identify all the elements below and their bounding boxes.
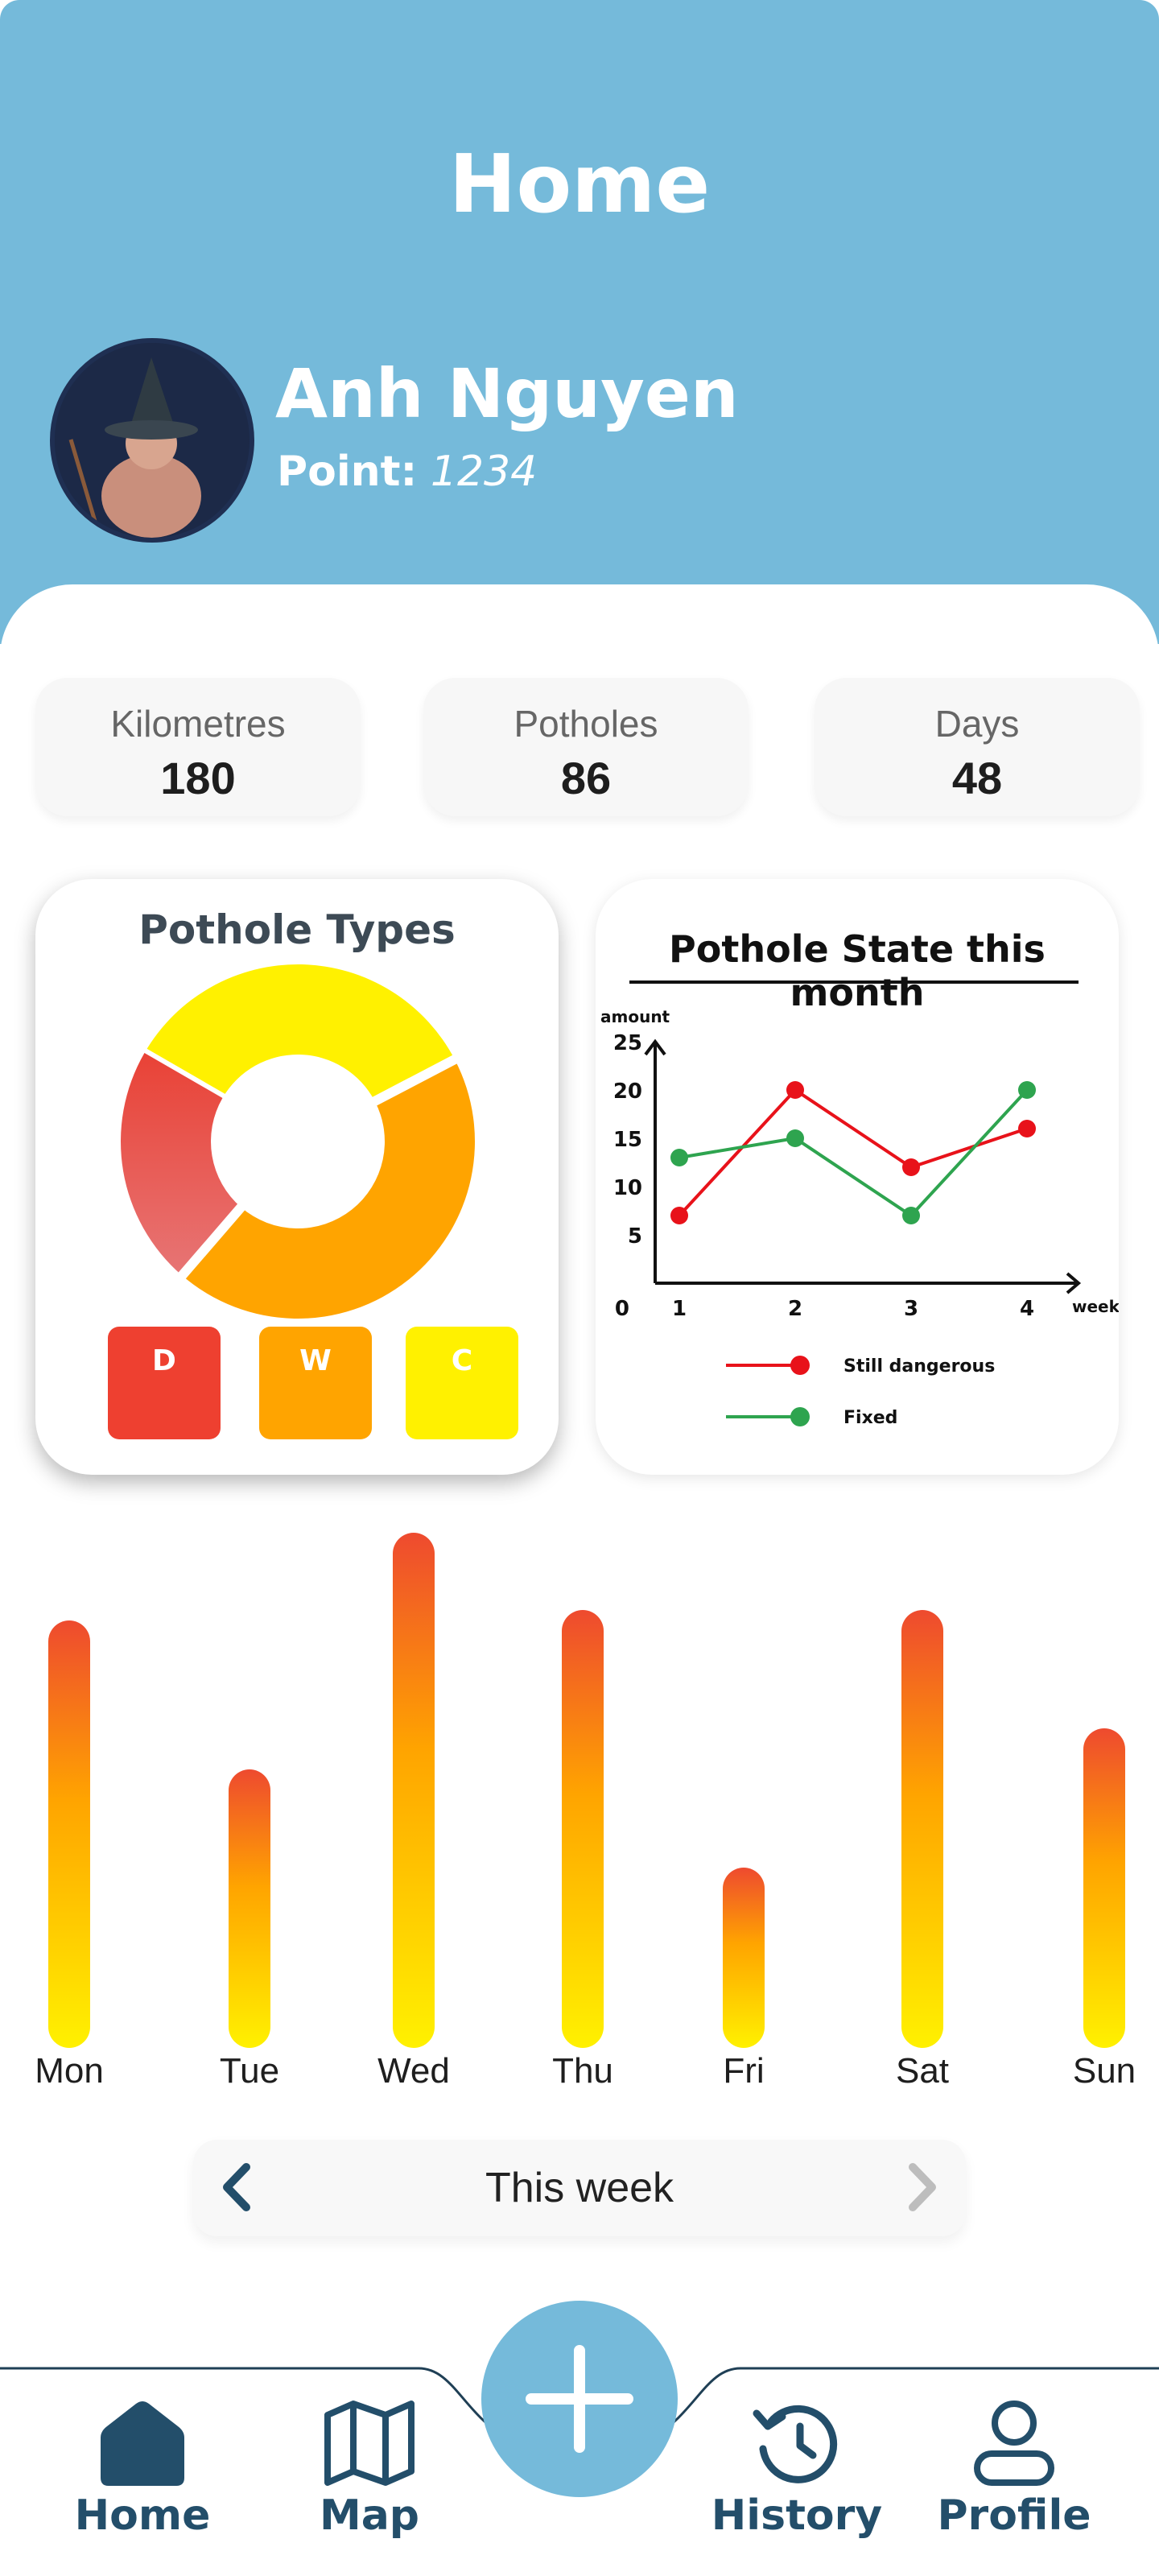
- history-icon: [753, 2405, 838, 2483]
- series-line-0: [678, 1088, 1028, 1217]
- stat-label: Kilometres: [110, 703, 286, 745]
- bar-fri[interactable]: [723, 1868, 765, 2048]
- x-axis-arrow: [1066, 1272, 1082, 1294]
- plus-icon: [526, 2345, 633, 2453]
- stat-value: 86: [560, 753, 612, 803]
- legend-marker-1: [790, 1407, 810, 1426]
- day-label-tue: Tue: [219, 2051, 280, 2091]
- points-value: 1234: [430, 448, 538, 496]
- nav-home[interactable]: Home: [72, 2399, 212, 2540]
- x-tick-label: 4: [1020, 1297, 1034, 1321]
- stat-potholes: Potholes 86: [423, 678, 749, 816]
- y-tick-label: 0: [615, 1297, 629, 1321]
- page-title: Home: [448, 137, 711, 231]
- y-tick-label: 10: [613, 1176, 642, 1200]
- day-label-fri: Fri: [723, 2051, 765, 2091]
- legend-c-label: C: [451, 1344, 473, 1377]
- legend-label-0: Still dangerous: [843, 1356, 995, 1377]
- day-label-wed: Wed: [377, 2051, 450, 2091]
- nav-map-label: Map: [319, 2491, 420, 2540]
- legend-d-label: D: [152, 1344, 176, 1377]
- donut-separator: [369, 1053, 460, 1108]
- header: [0, 0, 1159, 644]
- data-point: [786, 1129, 804, 1147]
- day-label-mon: Mon: [35, 2051, 104, 2091]
- y-tick-label: 25: [613, 1031, 642, 1055]
- series-line-1: [678, 1088, 1029, 1218]
- data-point: [670, 1207, 688, 1224]
- avatar-image: [55, 343, 250, 538]
- add-report-button[interactable]: [481, 2301, 678, 2497]
- bar-sat[interactable]: [901, 1610, 943, 2048]
- stat-days: Days 48: [815, 678, 1140, 816]
- day-label-sat: Sat: [895, 2051, 950, 2091]
- bar-thu[interactable]: [562, 1610, 604, 2048]
- stat-label: Days: [934, 703, 1020, 745]
- legend-label-1: Fixed: [843, 1408, 897, 1428]
- user-name: Anh Nguyen: [275, 354, 739, 433]
- stat-label: Potholes: [514, 703, 658, 745]
- chevron-right-icon[interactable]: [893, 2159, 950, 2215]
- title-underline: [629, 980, 1079, 984]
- home-icon: [101, 2401, 184, 2486]
- day-label-thu: Thu: [552, 2051, 613, 2091]
- data-point: [1018, 1081, 1036, 1099]
- y-tick-label: 20: [613, 1080, 642, 1104]
- donut-slice-d: [121, 1053, 241, 1276]
- nav-profile[interactable]: Profile: [934, 2399, 1095, 2540]
- legend-w: W: [259, 1327, 372, 1439]
- legend-w-label: W: [299, 1344, 332, 1377]
- x-tick-label: 1: [672, 1297, 687, 1321]
- data-point: [902, 1207, 920, 1224]
- nav-history-label: History: [711, 2491, 883, 2540]
- bar-sun[interactable]: [1083, 1728, 1125, 2048]
- stat-kilometres: Kilometres 180: [35, 678, 361, 816]
- donut-separator: [176, 1201, 247, 1282]
- pothole-types-title: Pothole Types: [138, 906, 456, 953]
- pothole-state-title: Pothole State this month: [669, 927, 1046, 1014]
- chevron-left-icon[interactable]: [209, 2159, 266, 2215]
- x-tick-label: 3: [904, 1297, 918, 1321]
- donut-slice-w: [182, 1059, 475, 1319]
- y-tick-label: 15: [613, 1128, 642, 1152]
- stat-value: 48: [951, 753, 1003, 803]
- day-label-sun: Sun: [1072, 2051, 1136, 2091]
- points-label: Point:: [277, 448, 418, 496]
- pothole-state-line-chart: amount week 0 5 10 15 20 25 1 2 3 4 Still dangerous F…: [600, 1007, 1119, 1428]
- pothole-state-card[interactable]: Pothole State this month amount week 0 5 10 1…: [596, 879, 1119, 1475]
- donut-slice-c: [144, 964, 455, 1101]
- x-tick-label: 2: [788, 1297, 802, 1321]
- donut-separator: [139, 1046, 228, 1104]
- legend-marker-0: [790, 1356, 810, 1375]
- data-point: [902, 1158, 920, 1176]
- legend-c: C: [406, 1327, 518, 1439]
- data-point: [1018, 1120, 1036, 1137]
- nav-profile-label: Profile: [937, 2491, 1091, 2540]
- map-icon: [324, 2401, 415, 2486]
- nav-history[interactable]: History: [708, 2399, 885, 2540]
- bar-tue[interactable]: [229, 1769, 270, 2048]
- week-label: This week: [485, 2165, 674, 2211]
- bar-mon[interactable]: [48, 1620, 90, 2048]
- user-points: Point: 1234: [277, 448, 537, 496]
- week-selector: This week: [193, 2140, 966, 2236]
- pothole-types-card[interactable]: Pothole Types D W C: [35, 879, 559, 1475]
- nav-home-label: Home: [74, 2491, 211, 2540]
- y-tick-label: 5: [628, 1224, 642, 1249]
- avatar[interactable]: [50, 338, 254, 543]
- stat-value: 180: [160, 753, 236, 803]
- data-point: [670, 1149, 688, 1166]
- profile-icon: [974, 2401, 1054, 2486]
- nav-map[interactable]: Map: [303, 2399, 436, 2540]
- x-axis-label: week: [1072, 1297, 1119, 1316]
- y-axis-label: amount: [600, 1007, 670, 1026]
- legend-d: D: [108, 1327, 221, 1439]
- y-axis-arrow: [644, 1038, 666, 1056]
- pothole-types-donut: [121, 964, 475, 1319]
- data-point: [786, 1081, 804, 1099]
- bar-wed[interactable]: [393, 1533, 435, 2048]
